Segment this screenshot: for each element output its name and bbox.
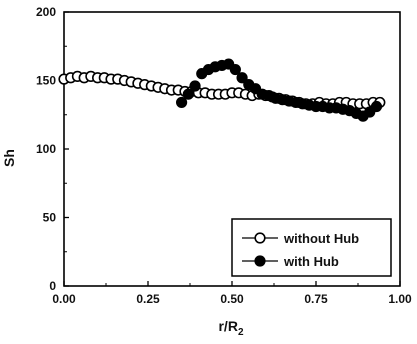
y-tick-label: 50 bbox=[43, 211, 57, 225]
y-tick-label: 100 bbox=[36, 142, 56, 156]
x-tick-label: 1.00 bbox=[388, 292, 412, 306]
x-tick-label: 0.25 bbox=[136, 292, 160, 306]
data-point-with-hub bbox=[236, 72, 248, 84]
data-point-with-hub bbox=[182, 88, 194, 100]
y-tick-label: 150 bbox=[36, 74, 56, 88]
y-axis-title: Sh bbox=[1, 149, 17, 167]
x-tick-label: 0.50 bbox=[220, 292, 244, 306]
data-point-with-hub bbox=[176, 96, 188, 109]
y-tick-label: 200 bbox=[36, 5, 56, 19]
x-axis-title: r/R2 bbox=[218, 318, 243, 338]
data-point-with-hub bbox=[229, 63, 241, 76]
legend-marker-with-hub bbox=[254, 255, 266, 267]
series-with-hub bbox=[176, 58, 383, 122]
series-layer bbox=[58, 58, 386, 122]
x-axis-title-main: r/R bbox=[218, 318, 237, 334]
x-tick-label: 0.75 bbox=[304, 292, 328, 306]
data-point-with-hub bbox=[189, 80, 201, 92]
legend-box bbox=[231, 218, 392, 277]
legend-label-with-hub: with Hub bbox=[283, 254, 339, 269]
tick-labels: 0.00 0.25 0.50 0.75 1.00 0 50 100 150 200 bbox=[36, 5, 412, 306]
legend-marker-without-hub bbox=[254, 232, 266, 244]
legend-label-without-hub: without Hub bbox=[283, 231, 359, 246]
x-tick-label: 0.00 bbox=[52, 292, 76, 306]
y-tick-label: 0 bbox=[49, 279, 56, 293]
legend: without Hub with Hub bbox=[231, 218, 392, 277]
data-point-with-hub bbox=[370, 100, 383, 113]
x-axis-title-subscript: 2 bbox=[238, 327, 244, 338]
